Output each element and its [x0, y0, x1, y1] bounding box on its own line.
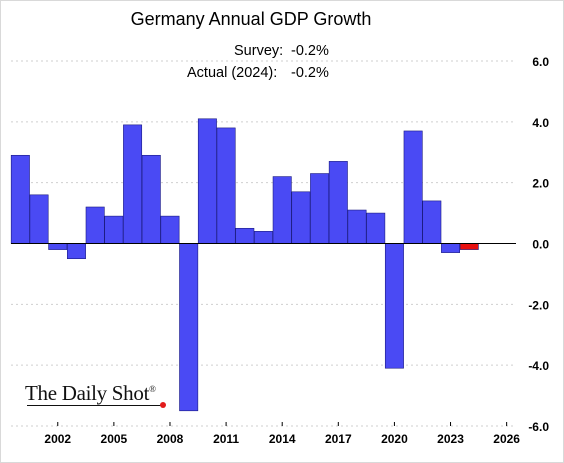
bar-2003 — [66, 243, 86, 260]
bar-2008 — [160, 215, 180, 244]
x-tick-label: 2011 — [213, 432, 239, 446]
x-tick-label: 2014 — [269, 432, 296, 446]
bar-2013 — [254, 231, 273, 244]
bar-2007 — [141, 154, 161, 244]
brand-dot — [160, 402, 166, 408]
brand-registered-mark: ® — [149, 384, 156, 394]
survey-label: Survey: — [234, 43, 284, 59]
bar-2017 — [328, 161, 348, 244]
bar-2001 — [29, 194, 49, 244]
bar-2021 — [403, 130, 423, 244]
y-tick-label: 0.0 — [532, 238, 549, 252]
chart-title: Germany Annual GDP Growth — [130, 9, 372, 29]
actual-label: Actual (2024): — [187, 65, 278, 81]
bar-2011 — [216, 127, 236, 244]
bar-2006 — [123, 124, 143, 244]
y-tick-label: 4.0 — [532, 116, 549, 130]
bar-2005 — [104, 215, 124, 244]
x-tick-label: 2008 — [157, 432, 184, 446]
y-tick-label: 6.0 — [532, 55, 549, 69]
bar-2022 — [422, 200, 442, 244]
bar-2004 — [85, 206, 105, 244]
bar-2020 — [384, 243, 404, 369]
bar-2000 — [10, 154, 30, 244]
bar-2023 — [441, 243, 461, 253]
x-tick-label: 2023 — [437, 432, 464, 446]
bar-2016 — [310, 173, 330, 244]
brand-name: The Daily Shot — [25, 381, 150, 405]
bar-2019 — [366, 212, 386, 244]
bar-2014 — [272, 176, 292, 244]
bar-2010 — [197, 118, 217, 244]
brand-underline — [27, 405, 161, 406]
y-tick-label: 2.0 — [532, 177, 549, 191]
x-tick-label: 2002 — [44, 432, 71, 446]
y-tick-label: -4.0 — [528, 359, 549, 373]
y-tick-label: -2.0 — [528, 298, 549, 312]
survey-value: -0.2% — [291, 43, 329, 59]
bar-2015 — [291, 191, 311, 244]
bar-2009 — [179, 243, 199, 412]
y-tick-label: -6.0 — [528, 420, 549, 434]
brand-logo: The Daily Shot® — [25, 381, 166, 408]
bar-2018 — [347, 209, 367, 244]
bar-2024 — [459, 243, 479, 250]
x-tick-label: 2017 — [325, 432, 352, 446]
bar-2012 — [235, 227, 255, 244]
actual-value: -0.2% — [291, 65, 329, 81]
x-tick-label: 2005 — [101, 432, 128, 446]
x-tick-label: 2026 — [493, 432, 520, 446]
x-tick-label: 2020 — [381, 432, 408, 446]
bar-2002 — [48, 243, 68, 250]
